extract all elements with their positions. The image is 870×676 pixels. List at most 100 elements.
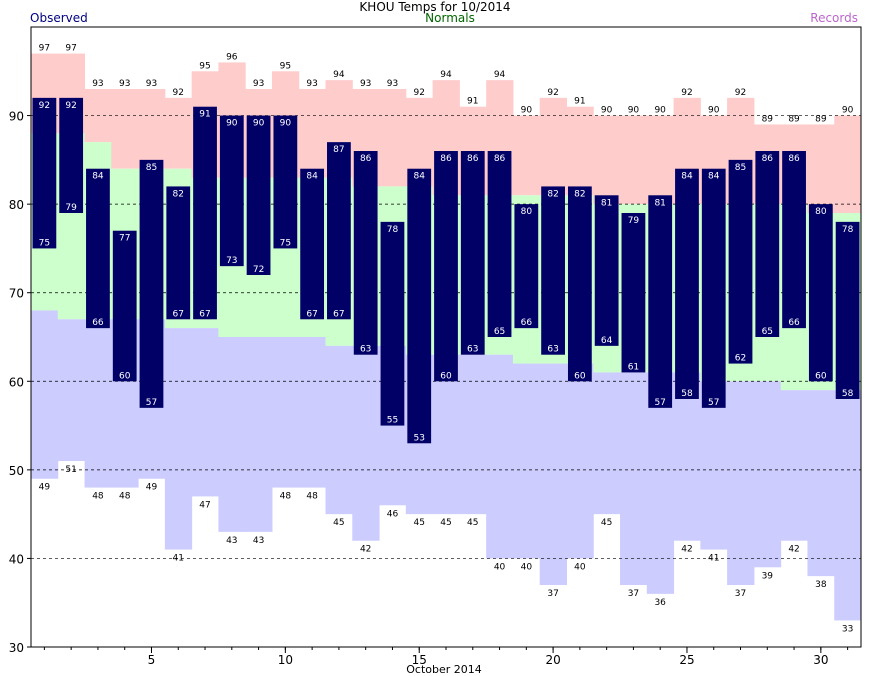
observed-high-label: 81 [601, 198, 612, 208]
record-low-band [298, 337, 327, 488]
observed-low-label: 66 [788, 318, 800, 328]
value-labels: 97 49 92 75 97 51 92 79 93 48 84 66 93 48 77 60 93 49 85 57… [39, 44, 854, 635]
observed-low-label: 67 [199, 309, 210, 319]
observed-bar [219, 115, 244, 267]
record-high-band [512, 115, 541, 196]
observed-low-label: 79 [65, 203, 77, 213]
record-high-label: 91 [467, 97, 478, 107]
record-low-label: 41 [708, 554, 719, 564]
record-high-label: 93 [92, 79, 103, 89]
observed-low-label: 64 [601, 336, 613, 346]
record-high-band [620, 115, 648, 205]
record-low-band [31, 310, 59, 479]
x-tick-label: 25 [679, 653, 694, 667]
observed-high-label: 80 [521, 207, 533, 217]
observed-low-label: 57 [708, 398, 719, 408]
record-low-label: 47 [199, 500, 210, 510]
record-low-label: 45 [413, 518, 424, 528]
observed-bar [327, 142, 351, 320]
observed-low-label: 60 [574, 371, 586, 381]
observed-high-label: 82 [547, 189, 558, 199]
observed-high-label: 90 [280, 119, 292, 129]
observed-low-label: 58 [681, 389, 693, 399]
record-high-band [138, 89, 166, 169]
observed-low-label: 63 [467, 345, 478, 355]
record-low-band [459, 354, 487, 515]
observed-high-label: 82 [574, 189, 585, 199]
record-high-band [379, 89, 407, 187]
observed-bar [32, 97, 57, 249]
observed-high-label: 90 [253, 119, 265, 129]
record-low-band [271, 337, 300, 488]
record-high-label: 97 [65, 44, 76, 54]
record-low-label: 45 [440, 518, 451, 528]
observed-bar [273, 115, 298, 249]
record-high-label: 94 [333, 70, 345, 80]
record-high-band [807, 124, 835, 213]
record-low-label: 51 [65, 465, 76, 475]
record-low-label: 40 [521, 562, 533, 572]
observed-high-label: 78 [842, 225, 854, 235]
record-high-band [834, 115, 862, 213]
record-high-label: 92 [547, 88, 558, 98]
record-high-label: 93 [253, 79, 264, 89]
record-low-label: 36 [654, 598, 666, 608]
observed-high-label: 84 [708, 172, 720, 182]
record-high-label: 89 [815, 114, 827, 124]
legend-observed: Observed [30, 11, 88, 25]
record-low-label: 37 [628, 589, 639, 599]
observed-high-label: 84 [92, 172, 104, 182]
record-low-band [164, 328, 193, 550]
observed-bar [59, 97, 84, 213]
observed-low-label: 66 [521, 318, 533, 328]
record-low-band [486, 354, 514, 559]
record-high-label: 92 [173, 88, 184, 98]
chart-title: KHOU Temps for 10/2014 [359, 0, 511, 14]
observed-bar [246, 115, 271, 275]
record-high-label: 94 [494, 70, 506, 80]
observed-bar [594, 195, 619, 346]
observed-high-label: 92 [39, 101, 50, 111]
record-low-band [807, 390, 835, 577]
observed-low-label: 61 [628, 362, 639, 372]
record-low-band [780, 390, 808, 541]
record-low-label: 42 [681, 545, 692, 555]
observed-low-label: 75 [39, 238, 50, 248]
x-tick-label: 5 [148, 653, 156, 667]
observed-low-label: 75 [280, 238, 291, 248]
observed-low-label: 53 [413, 433, 424, 443]
record-high-label: 90 [654, 106, 666, 116]
observed-bar [541, 186, 565, 355]
observed-low-label: 62 [735, 354, 746, 364]
observed-high-label: 91 [199, 110, 210, 120]
record-low-band [727, 381, 755, 585]
record-low-band [566, 363, 594, 559]
observed-bar [782, 151, 806, 329]
observed-low-label: 66 [92, 318, 104, 328]
record-high-label: 93 [387, 79, 398, 89]
observed-low-label: 60 [440, 371, 452, 381]
y-tick-label: 70 [9, 287, 24, 301]
axes: 30 40 50 60 70 80 90 5 10 15 20 25 30 [9, 110, 849, 667]
record-low-label: 37 [735, 589, 746, 599]
legend-normals: Normals [425, 11, 475, 25]
record-high-label: 89 [788, 114, 800, 124]
y-tick-label: 50 [9, 464, 24, 478]
observed-bars [32, 97, 860, 444]
record-high-label: 90 [708, 106, 720, 116]
observed-low-label: 58 [842, 389, 854, 399]
record-low-label: 45 [333, 518, 344, 528]
x-axis-label: October 2014 [406, 663, 482, 676]
record-low-band [700, 381, 728, 550]
record-high-label: 93 [306, 79, 317, 89]
observed-high-label: 79 [628, 216, 640, 226]
observed-high-label: 86 [788, 154, 800, 164]
observed-low-label: 55 [387, 416, 398, 426]
record-low-label: 37 [547, 589, 558, 599]
x-tick-label: 30 [813, 653, 828, 667]
record-high-band [593, 115, 621, 205]
record-high-label: 92 [413, 88, 424, 98]
record-low-label: 45 [601, 518, 612, 528]
record-high-label: 93 [119, 79, 130, 89]
